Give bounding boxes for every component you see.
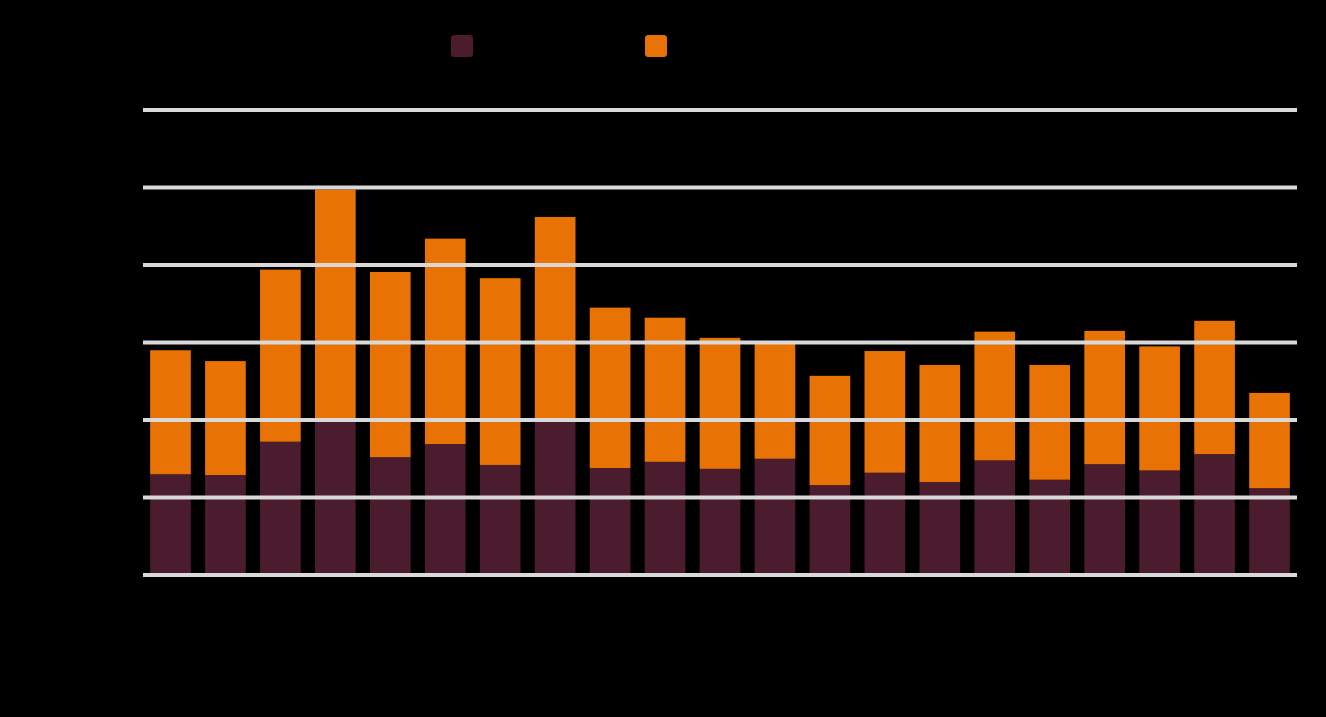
- bar-segment: [1084, 330, 1125, 465]
- bar-segment: [589, 468, 631, 575]
- bar-segment: [1029, 364, 1071, 480]
- bar-segment: [1249, 488, 1290, 575]
- bar-segment: [534, 216, 576, 421]
- bar-segment: [699, 337, 741, 469]
- bar-segment: [1029, 479, 1071, 575]
- bar-segment: [260, 269, 301, 442]
- bar-segment: [809, 375, 851, 486]
- bar-segment: [1194, 454, 1235, 575]
- bar-segment: [699, 468, 741, 575]
- bar-segment: [754, 341, 796, 459]
- bar-segment: [150, 350, 191, 475]
- bar-segment: [864, 472, 906, 575]
- bar-segment: [1139, 470, 1180, 575]
- bar-segment: [479, 278, 521, 465]
- bar-segment: [809, 485, 851, 575]
- bar-segment: [205, 475, 246, 575]
- bar-segment: [369, 457, 411, 575]
- bar-segment: [974, 460, 1016, 575]
- bar-segment: [424, 444, 466, 575]
- bar-segment: [864, 351, 906, 473]
- bar-segment: [919, 364, 961, 482]
- bar-segment: [974, 331, 1016, 461]
- bar-segment: [150, 474, 191, 575]
- bar-segment: [1084, 464, 1125, 575]
- bar-segment: [1139, 346, 1180, 471]
- bar-segment: [589, 307, 631, 469]
- bar-segment: [369, 271, 411, 458]
- bar-segment: [479, 464, 521, 575]
- bar-segment: [260, 441, 301, 575]
- legend-swatch: [645, 35, 667, 57]
- bar-segment: [754, 458, 796, 575]
- bar-segment: [315, 189, 356, 420]
- bar-segment: [644, 461, 686, 575]
- legend-swatch: [451, 35, 473, 57]
- bar-segment: [644, 317, 686, 462]
- bar-segment: [1249, 392, 1290, 489]
